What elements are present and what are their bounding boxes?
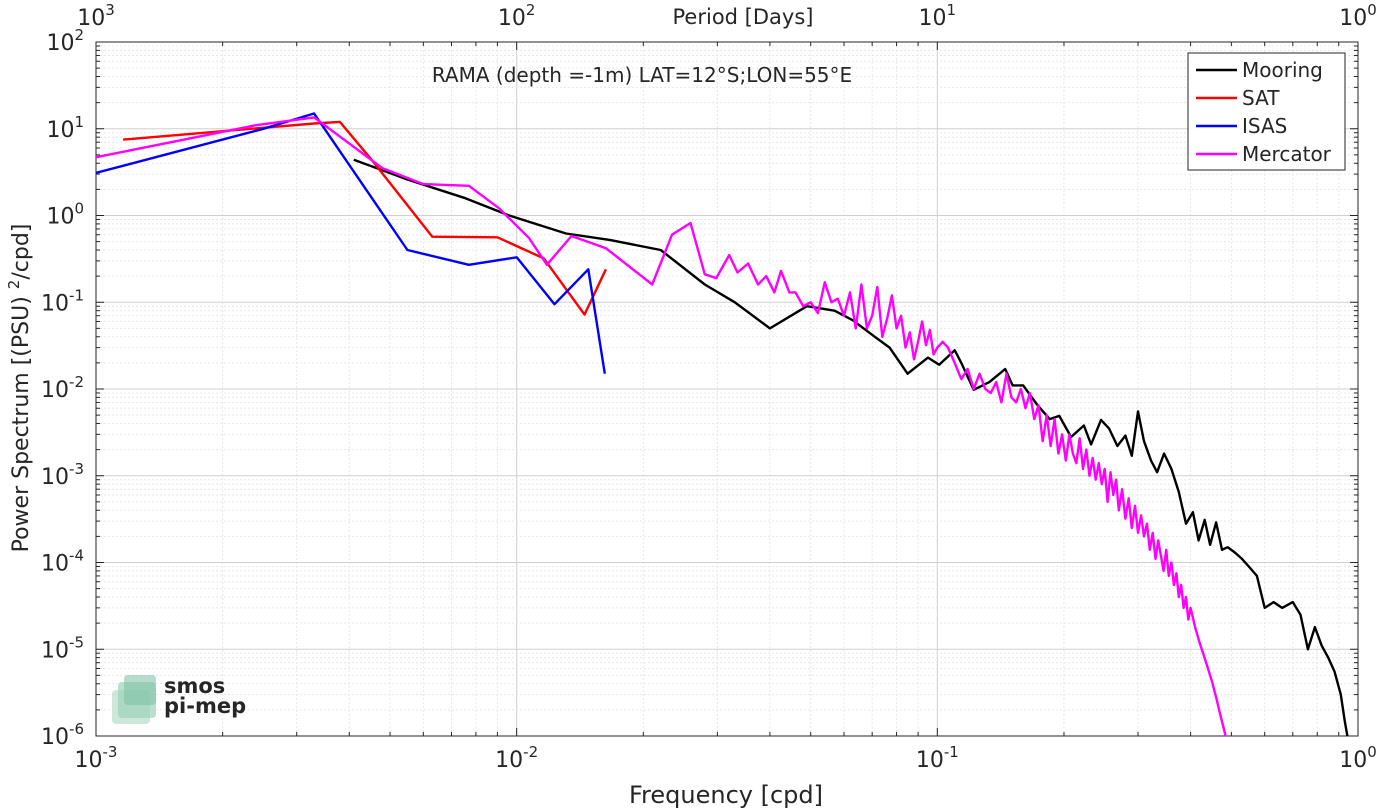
series-lines — [96, 112, 1349, 736]
legend-label-mercator: Mercator — [1242, 142, 1332, 166]
top-axis-label: Period [Days] — [673, 5, 814, 29]
x-tick-label: 10-1 — [916, 743, 959, 773]
y-axis-label-superscript: 2 — [5, 280, 23, 290]
chart-title: RAMA (depth =-1m) LAT=12°S;LON=55°E — [432, 63, 852, 87]
legend-label-sat: SAT — [1242, 86, 1280, 110]
y-axis-label: Power Spectrum [(PSU) 2/cpd] — [5, 224, 34, 553]
x-tick-label: 10-2 — [495, 743, 538, 773]
y-tick-label: 10-5 — [41, 633, 84, 663]
y-tick-label: 10-2 — [41, 373, 84, 403]
y-tick-label: 100 — [46, 200, 84, 230]
y-tick-label: 10-4 — [41, 547, 84, 577]
logo-text-pi-mep: pi-mep — [164, 694, 246, 718]
y-axis-label-main: Power Spectrum [(PSU) — [9, 296, 34, 552]
series-line-mooring — [353, 158, 1349, 736]
legend-box — [1187, 52, 1346, 171]
x-axis-label: Frequency [cpd] — [629, 781, 823, 809]
x-tick-label: 100 — [1339, 743, 1377, 773]
logo-text-smos: smos — [164, 674, 225, 698]
axis-ticks — [95, 41, 1359, 737]
smos-pi-mep-logo: smos pi-mep — [112, 674, 246, 724]
top-tick-label: 103 — [77, 1, 115, 31]
y-tick-label: 10-1 — [41, 286, 84, 316]
y-tick-label: 102 — [46, 26, 84, 56]
y-tick-label: 10-6 — [41, 720, 84, 750]
top-tick-label: 102 — [498, 1, 536, 31]
series-line-mercator — [96, 116, 1227, 736]
x-tick-label: 10-3 — [75, 743, 118, 773]
legend-label-isas: ISAS — [1242, 114, 1287, 138]
top-tick-label: 100 — [1339, 1, 1377, 31]
legend: Mooring SAT ISAS Mercator — [1187, 52, 1346, 171]
y-tick-label: 10-3 — [41, 460, 84, 490]
y-tick-label: 101 — [46, 113, 84, 143]
top-tick-label: 101 — [919, 1, 957, 31]
grid-lines — [95, 42, 1358, 737]
series-line-isas — [96, 112, 606, 374]
legend-label-mooring: Mooring — [1242, 58, 1323, 82]
y-axis-label-rest: /cpd] — [9, 224, 34, 280]
